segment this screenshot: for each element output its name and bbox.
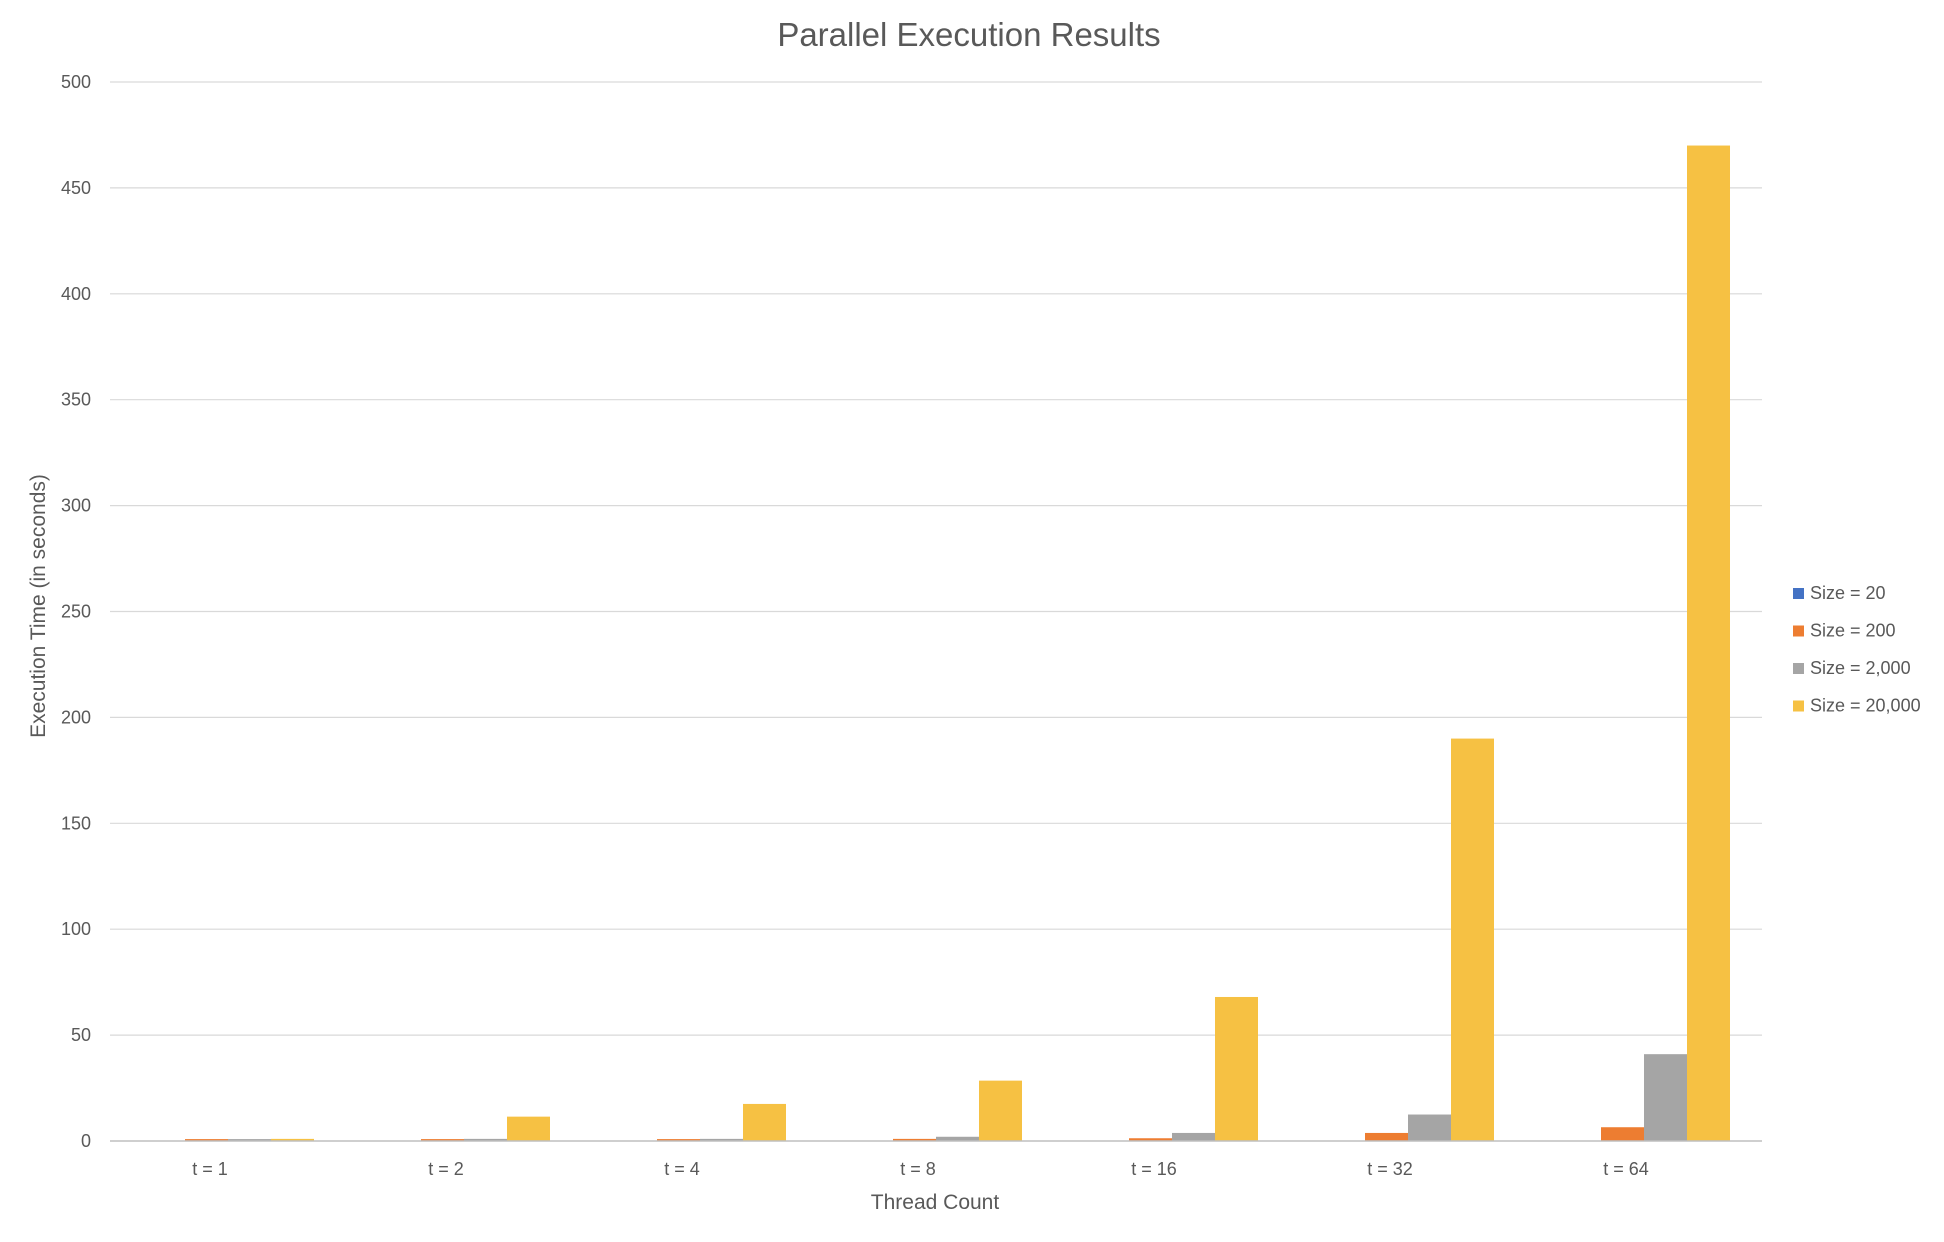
bar-size-200-2 [657,1139,700,1141]
y-tick-label: 450 [61,178,91,198]
bar-size-200-4 [1129,1138,1172,1141]
legend-swatch [1793,663,1804,674]
legend-swatch [1793,700,1804,712]
bar-size-20-000-2 [743,1103,786,1141]
legend-swatch [1793,588,1804,599]
x-tick-label: t = 2 [428,1159,464,1179]
bar-size-2-000-4 [1172,1132,1215,1141]
legend-label: Size = 20 [1810,583,1886,603]
y-axis-ticks: 0 50 100 150 200 250 300 350 400 450 500 [61,72,91,1151]
y-tick-label: 100 [61,919,91,939]
legend-swatch [1793,625,1804,637]
x-tick-label: t = 4 [664,1159,700,1179]
bar-size-20-000-4 [1215,996,1258,1141]
bar-size-20-000-3 [979,1080,1022,1141]
y-tick-label: 300 [61,496,91,516]
y-tick-label: 200 [61,707,91,727]
x-tick-label: t = 1 [192,1159,228,1179]
x-tick-label: t = 16 [1131,1159,1177,1179]
bar-size-200-3 [893,1138,936,1141]
legend-label: Size = 200 [1810,621,1896,641]
y-axis-title: Execution Time (in seconds) [27,474,50,738]
gridlines [110,81,1762,1036]
x-tick-label: t = 64 [1603,1159,1649,1179]
y-tick-label: 250 [61,602,91,622]
bar-size-20-000-0 [271,1138,314,1141]
bar-size-200-1 [421,1139,464,1141]
bar-size-20-000-6 [1687,145,1730,1142]
y-tick-label: 500 [61,72,91,92]
bar-size-200-0 [185,1139,228,1141]
bar-size-200-6 [1601,1127,1644,1141]
bars [142,145,1730,1142]
x-tick-label: t = 8 [900,1159,936,1179]
legend: Size = 20 Size = 200 Size = 2,000 Size = 20… [1793,583,1921,716]
bar-size-2-000-0 [228,1139,271,1141]
bar-size-2-000-5 [1408,1114,1451,1141]
x-tick-label: t = 32 [1367,1159,1413,1179]
bar-size-20-000-5 [1451,738,1494,1141]
bar-size-2-000-6 [1644,1054,1687,1141]
chart-title: Parallel Execution Results [777,16,1160,53]
y-tick-label: 0 [81,1131,91,1151]
y-tick-label: 50 [71,1025,91,1045]
bar-size-200-5 [1365,1132,1408,1141]
y-tick-label: 400 [61,284,91,304]
bar-size-2-000-1 [464,1138,507,1141]
bar-size-2-000-2 [700,1138,743,1141]
y-tick-label: 150 [61,813,91,833]
legend-label: Size = 2,000 [1810,658,1911,678]
x-axis-title: Thread Count [871,1191,1000,1214]
y-tick-label: 350 [61,390,91,410]
bar-size-20-000-1 [507,1116,550,1141]
x-axis-ticks: t = 1 t = 2 t = 4 t = 8 t = 16 t = 32 t = 64 [192,1159,1649,1179]
legend-label: Size = 20,000 [1810,696,1921,716]
bar-size-2-000-3 [936,1136,979,1141]
